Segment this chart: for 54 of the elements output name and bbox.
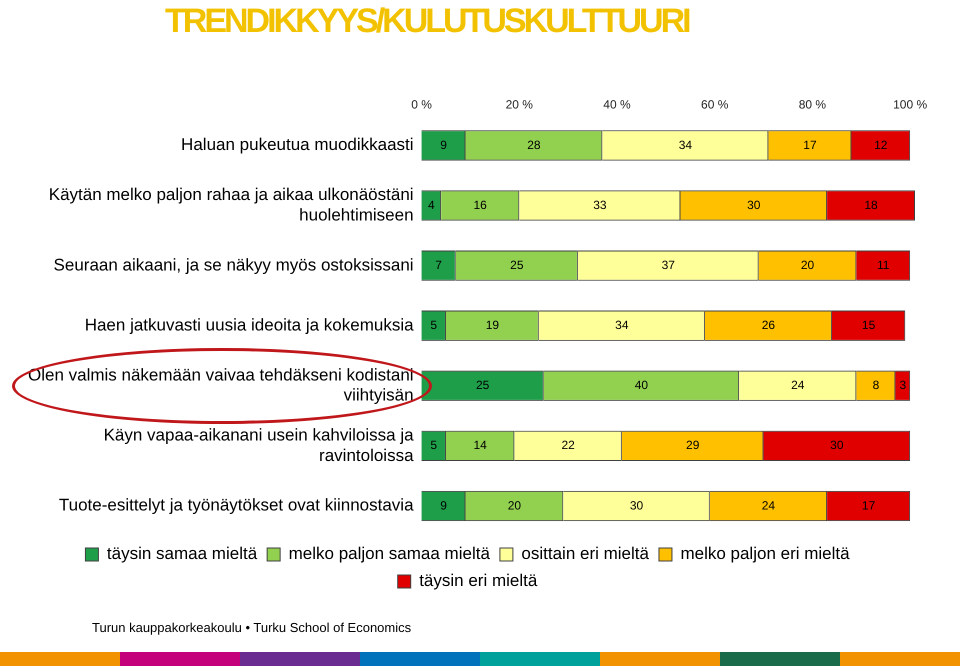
data-label: 20 [800, 258, 815, 272]
y-tick-label: Seuraan aikaani, ja se näkyy myös ostoksissani [54, 255, 414, 274]
x-tick-label: 80 % [798, 98, 826, 112]
x-tick-label: 0 % [411, 98, 432, 112]
data-label: 17 [803, 138, 817, 152]
data-label: 9 [440, 138, 448, 152]
data-label: 9 [440, 498, 448, 512]
data-label: 24 [762, 498, 776, 512]
x-tick-label: 40 % [603, 98, 631, 112]
y-tick-label: Käyn vapaa-aikanani usein kahviloissa ja ravintoloissa [104, 425, 414, 465]
legend-label: osittain eri mieltä [521, 544, 650, 564]
data-label: 34 [678, 138, 692, 152]
data-label: 19 [486, 318, 500, 332]
data-label: 25 [476, 378, 490, 392]
x-tick-label: 60 % [701, 98, 729, 112]
data-label: 18 [864, 198, 878, 212]
data-label: 5 [430, 318, 438, 332]
data-label: 12 [874, 138, 888, 152]
data-label: 15 [862, 318, 876, 332]
data-label: 34 [615, 318, 629, 332]
data-label: 5 [430, 438, 438, 452]
y-tick-label: Haluan pukeutua muodikkaasti [181, 135, 414, 154]
chart-title: TRENDIKKYYS/KULUTUSKULTTUURI [165, 2, 689, 41]
data-label: 28 [527, 138, 541, 152]
legend-label: melko paljon samaa mieltä [288, 544, 490, 564]
data-label: 22 [561, 438, 576, 452]
data-label: 3 [899, 378, 906, 392]
data-label: 30 [747, 198, 761, 212]
y-tick-label: Tuote-esittelyt ja työnäytökset ovat kiinnostavia [58, 496, 414, 515]
y-tick-label: Haen jatkuvasti uusia ideoita ja kokemuksia [84, 315, 414, 334]
data-label: 4 [428, 198, 435, 212]
data-label: 25 [510, 258, 524, 272]
data-label: 37 [662, 258, 676, 272]
text: Turun kauppakorkeakoulu • Turku School of Economics [92, 620, 412, 635]
data-label: 11 [877, 258, 890, 272]
data-label: 40 [634, 378, 648, 392]
legend-label: melko paljon eri mieltä [680, 544, 850, 564]
y-tick-label: Käytän melko paljon rahaa ja aikaa ulkonäöstäni huolehtimiseen [48, 185, 414, 224]
data-label: 30 [830, 438, 844, 452]
data-label: 14 [473, 438, 488, 452]
data-label: 29 [686, 438, 700, 452]
data-label: 30 [630, 498, 644, 512]
legend-label: täysin samaa mieltä [106, 544, 258, 564]
data-label: 26 [762, 318, 776, 332]
legend-label: täysin eri mieltä [419, 571, 538, 590]
data-label: 33 [593, 198, 607, 212]
data-label: 24 [791, 378, 805, 392]
x-tick-label: 20 % [506, 98, 534, 112]
data-label: 20 [508, 498, 522, 512]
data-label: 7 [435, 258, 442, 272]
data-label: 8 [872, 378, 880, 392]
data-label: 16 [473, 198, 488, 212]
data-label: 17 [862, 498, 876, 512]
x-tick-label: 100 % [893, 98, 928, 112]
